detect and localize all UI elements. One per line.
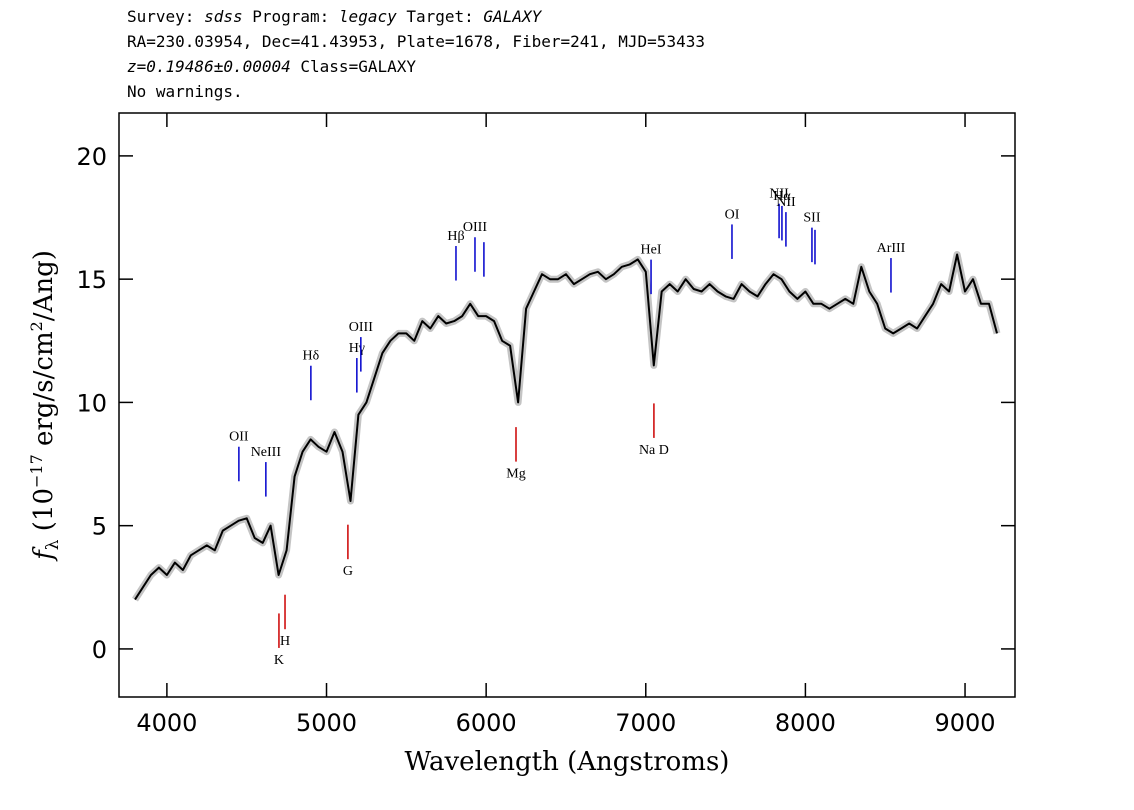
header-line: No warnings. [127,82,243,101]
line-label: Hγ [349,341,365,356]
line-label: K [274,653,284,668]
header-text: GALAXY [483,7,542,26]
header-text: Program: [243,7,339,26]
y-tick-label: 5 [92,513,107,541]
line-label: NII [769,187,789,202]
line-label: ArIII [877,241,906,256]
header-text: legacy [339,7,397,26]
flux-line [134,253,998,601]
header-text: Class=GALAXY [291,57,417,76]
line-label: Hβ [447,229,464,244]
line-label: Mg [506,467,525,482]
header-line: Survey: sdss Program: legacy Target: GAL… [127,7,543,26]
header-text: Survey: [127,7,204,26]
x-tick-label: 9000 [934,709,995,737]
line-label: SII [803,211,820,226]
y-label-part: −17 [27,454,46,488]
header-line: RA=230.03954, Dec=41.43953, Plate=1678, … [127,32,705,51]
y-axis-label: fλ (10−17 erg/s/cm2/Ang) [27,250,63,562]
line-label: HeI [641,243,662,258]
x-tick-label: 6000 [456,709,517,737]
header-text: sdss [204,7,243,26]
x-tick-label: 8000 [775,709,836,737]
line-label: OIII [463,220,487,235]
x-axis-label: Wavelength (Angstroms) [405,747,730,777]
y-label-part: 2 [27,321,46,331]
line-label: OII [229,430,249,445]
y-tick-label: 20 [76,143,107,171]
line-label: H [280,634,290,649]
x-tick-label: 4000 [136,709,197,737]
header-line: z=0.19486±0.00004 Class=GALAXY [127,57,416,76]
line-label: Hα [773,189,791,204]
line-label: Na D [639,443,669,458]
y-label-part: erg/s/cm [29,331,59,454]
line-label: OIII [349,320,373,335]
line-label: OI [725,207,740,222]
line-label: G [343,564,353,579]
y-tick-label: 0 [92,636,107,664]
line-label: NII [776,195,796,210]
y-label-part: /Ang) [29,250,59,321]
y-label-part: λ [43,539,63,550]
plot-frame [118,112,1016,698]
header-text: Target: [397,7,484,26]
line-label: Hδ [303,349,320,364]
flux-band [132,251,1001,602]
x-tick-label: 7000 [615,709,676,737]
header-text: z=0.19486±0.00004 [127,57,291,76]
y-tick-label: 10 [76,389,107,417]
line-label: NeIII [251,445,282,460]
y-tick-label: 15 [76,266,107,294]
y-label-part: (10 [29,488,59,540]
x-tick-label: 5000 [296,709,357,737]
